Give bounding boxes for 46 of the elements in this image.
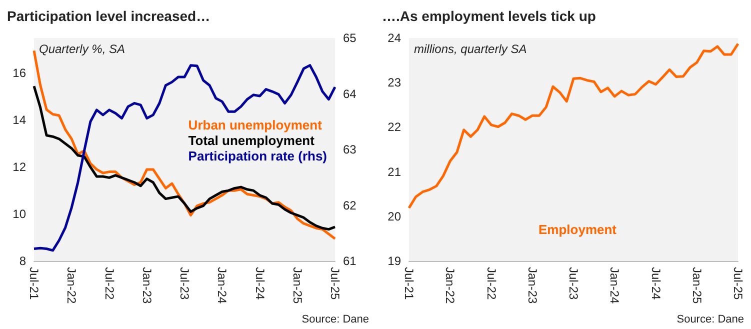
x-tick-label: Jul-22 [102, 267, 116, 300]
x-tick-label: Jul-25 [731, 267, 745, 300]
source-note: Source: Dane [302, 314, 370, 326]
line-series [408, 42, 740, 210]
chart-title: Participation level increased… [7, 8, 210, 24]
y-tick-label: 22 [388, 120, 402, 134]
text: Urban unemployment [188, 118, 323, 132]
y-tick-label: 19 [388, 254, 402, 268]
x-tick-label: Jul-24 [648, 267, 663, 300]
x-tick-label: Jul-24 [252, 267, 267, 300]
y2-tick-label: 64 [343, 86, 357, 101]
x-tick-label: Jul-22 [484, 267, 498, 300]
x-tick-label: Jan-23 [525, 267, 540, 304]
x-tick-label: Jan-23 [140, 267, 154, 304]
source-note: Source: Dane [676, 314, 744, 326]
y2-tick-label: 65 [343, 31, 357, 45]
x-tick-label: Jan-25 [290, 267, 304, 304]
x-tick-label: Jan-24 [215, 267, 230, 304]
y-tick-label: 12 [12, 160, 26, 174]
x-tick-label: Jul-21 [27, 267, 41, 300]
y-tick-label: 16 [12, 66, 26, 80]
y-tick-label: 23 [388, 76, 402, 90]
x-tick-label: Jul-23 [566, 267, 580, 300]
y-tick-label: 14 [12, 113, 26, 128]
y2-tick-label: 61 [343, 254, 357, 268]
text: Total unemployment [188, 133, 316, 148]
x-tick-label: Jan-24 [608, 267, 622, 304]
text: Participation rate (rhs) [188, 148, 328, 164]
x-tick-label: Jan-25 [690, 267, 704, 304]
y-tick-label: 10 [12, 207, 26, 222]
x-tick-label: Jul-23 [178, 267, 192, 300]
chart-subtitle: Quarterly %, SA [39, 42, 126, 56]
y2-tick-label: 62 [343, 198, 357, 212]
x-tick-label: Jan-22 [64, 267, 79, 304]
text: Employment [538, 222, 618, 237]
y2-tick-label: 63 [343, 142, 357, 156]
x-tick-label: Jul-21 [402, 267, 416, 300]
y-tick-label: 20 [388, 209, 402, 224]
y-tick-label: 24 [388, 31, 402, 45]
y-tick-label: 21 [388, 164, 402, 179]
x-tick-label: Jan-22 [443, 267, 458, 304]
x-tick-label: Jul-25 [328, 267, 342, 300]
chart-subtitle: millions, quarterly SA [414, 42, 527, 56]
line-series [32, 84, 336, 231]
y-tick-label: 8 [19, 254, 26, 268]
chart-title: ….As employment levels tick up [382, 8, 596, 24]
